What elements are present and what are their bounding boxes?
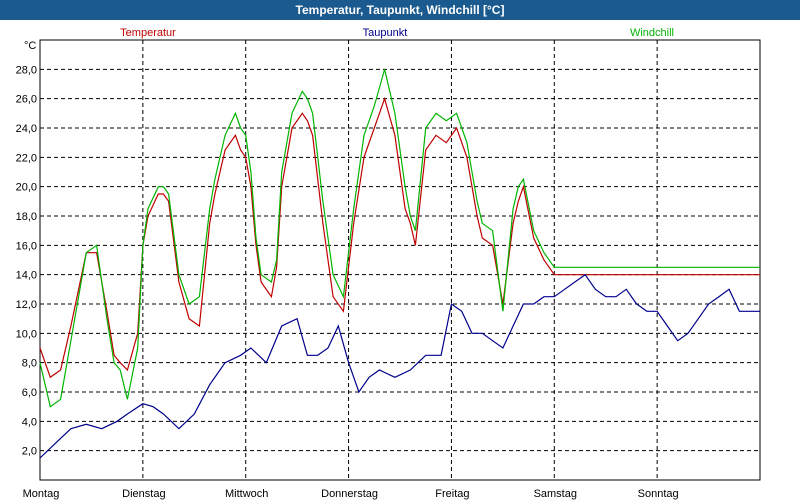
y-tick-label: 24,0 xyxy=(16,123,37,135)
series-lines xyxy=(39,69,760,459)
x-day-name: Samstag xyxy=(534,488,577,500)
legend-windchill: Windchill xyxy=(630,27,674,39)
y-tick-label: 6,0 xyxy=(22,387,37,399)
y-tick-label: 12,0 xyxy=(16,299,37,311)
y-tick-label: 26,0 xyxy=(16,94,37,106)
legend-taupunkt: Taupunkt xyxy=(363,27,408,39)
legend: Temperatur Taupunkt Windchill xyxy=(120,27,674,39)
y-tick-label: 4,0 xyxy=(22,416,37,428)
chart-title: Temperatur, Taupunkt, Windchill [°C] xyxy=(0,0,800,20)
y-tick-label: 16,0 xyxy=(16,240,37,252)
chart-svg: 2,0 4,0 6,0 8,0 10,0 12,0 14,0 16,0 18,0 20,0 22,0… xyxy=(16,27,761,500)
y-tick-label: 20,0 xyxy=(16,182,37,194)
x-day-name: Freitag xyxy=(435,488,469,500)
y-axis-ticks: 2,0 4,0 6,0 8,0 10,0 12,0 14,0 16,0 18,0 20,0 22,0… xyxy=(16,64,37,457)
y-tick-label: 14,0 xyxy=(16,270,37,282)
x-day-name: Sonntag xyxy=(638,488,679,500)
y-tick-label: 10,0 xyxy=(16,328,37,340)
y-tick-label: 2,0 xyxy=(22,446,37,458)
grid xyxy=(40,40,760,480)
series-line-taupunkt xyxy=(39,273,760,459)
y-tick-label: 28,0 xyxy=(16,64,37,76)
x-axis-labels: Montag03.06.13Dienstag04.06.13Mittwoch05… xyxy=(23,488,679,500)
series-line-windchill xyxy=(39,69,760,408)
y-tick-label: 22,0 xyxy=(16,152,37,164)
x-day-name: Mittwoch xyxy=(225,488,268,500)
y-tick-label: 18,0 xyxy=(16,211,37,223)
x-day-name: Donnerstag xyxy=(321,488,378,500)
y-tick-label: 8,0 xyxy=(22,358,37,370)
x-day-name: Montag xyxy=(23,488,60,500)
plot-area-frame xyxy=(39,39,761,481)
legend-temperatur: Temperatur xyxy=(120,27,176,39)
series-line-temperatur xyxy=(39,96,760,379)
y-axis-label: °C xyxy=(24,40,36,52)
x-day-name: Dienstag xyxy=(122,488,165,500)
